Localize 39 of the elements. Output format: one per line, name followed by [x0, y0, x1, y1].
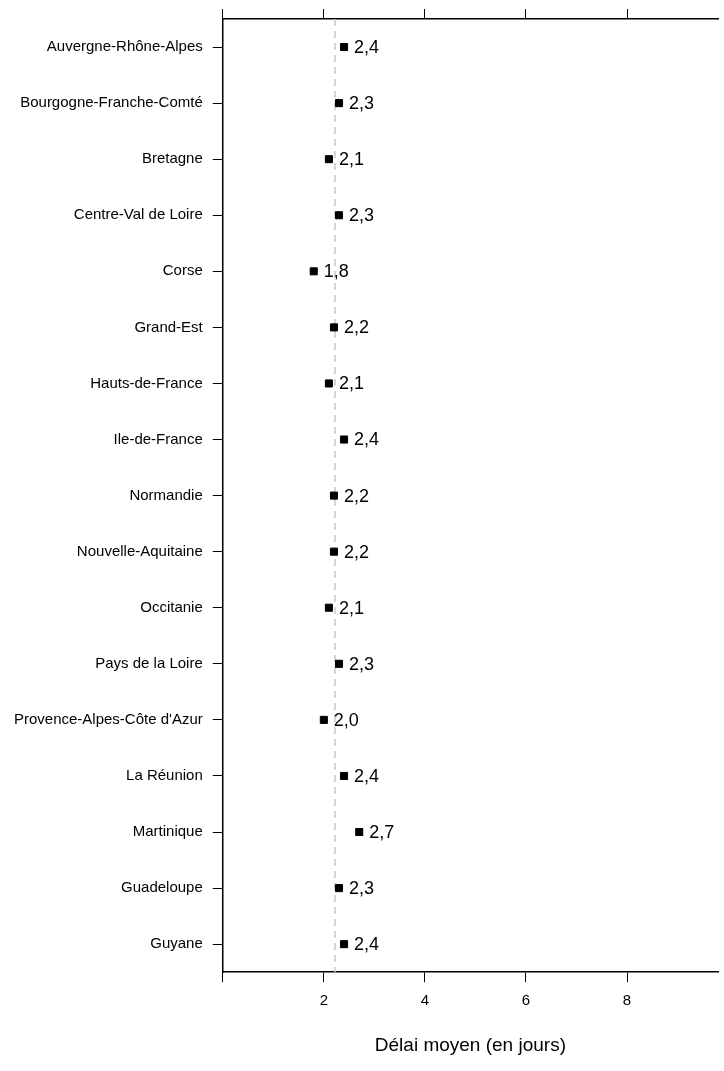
data-label: 2,3: [349, 93, 375, 114]
y-tick-label: La Réunion: [126, 766, 203, 784]
y-tick-label: Bretagne: [141, 149, 203, 167]
y-tick-label: Normandie: [129, 485, 203, 503]
y-tick-label: Bourgogne-Franche-Comté: [20, 93, 203, 111]
data-label: 2,4: [354, 765, 380, 786]
y-tick-label: Auvergne-Rhône-Alpes: [46, 37, 203, 55]
y-tick-label: Occitanie: [140, 597, 203, 615]
data-label: 2,7: [369, 821, 395, 842]
data-label: 2,2: [343, 485, 369, 506]
x-tick-label: 8: [622, 991, 632, 1009]
x-tick-label: 6: [521, 991, 531, 1009]
data-label: 2,4: [354, 934, 380, 955]
y-tick-label: Grand-Est: [134, 317, 204, 335]
data-label: 2,2: [343, 317, 369, 338]
y-tick-label: Hauts-de-France: [90, 373, 203, 391]
x-axis-title: Délai moyen (en jours): [374, 1033, 566, 1055]
data-label: 1,8: [323, 261, 349, 282]
y-tick-label: Guyane: [150, 934, 203, 952]
y-tick-label: Guadeloupe: [121, 878, 203, 896]
data-label: 2,4: [354, 37, 380, 57]
data-label: 2,3: [349, 205, 375, 226]
data-label: 2,3: [349, 653, 375, 674]
y-tick-label: Martinique: [132, 822, 203, 840]
data-label: 2,1: [338, 373, 364, 394]
y-tick-label: Nouvelle-Aquitaine: [76, 541, 203, 559]
y-tick-label: Pays de la Loire: [95, 653, 203, 671]
data-label: 2,1: [338, 149, 364, 170]
y-tick-label: Centre-Val de Loire: [73, 205, 203, 223]
data-label: 2,4: [354, 429, 380, 450]
data-label: 2,0: [333, 709, 359, 730]
y-tick-label: Provence-Alpes-Côte d'Azur: [13, 710, 203, 728]
y-tick-label: Ile-de-France: [113, 429, 203, 447]
y-tick-label: Corse: [162, 261, 203, 279]
x-tick-label: 2: [319, 991, 329, 1009]
data-label: 2,1: [338, 597, 364, 618]
data-label: 2,2: [343, 541, 369, 562]
x-tick-label: 4: [420, 991, 430, 1009]
data-label: 2,3: [349, 878, 375, 899]
